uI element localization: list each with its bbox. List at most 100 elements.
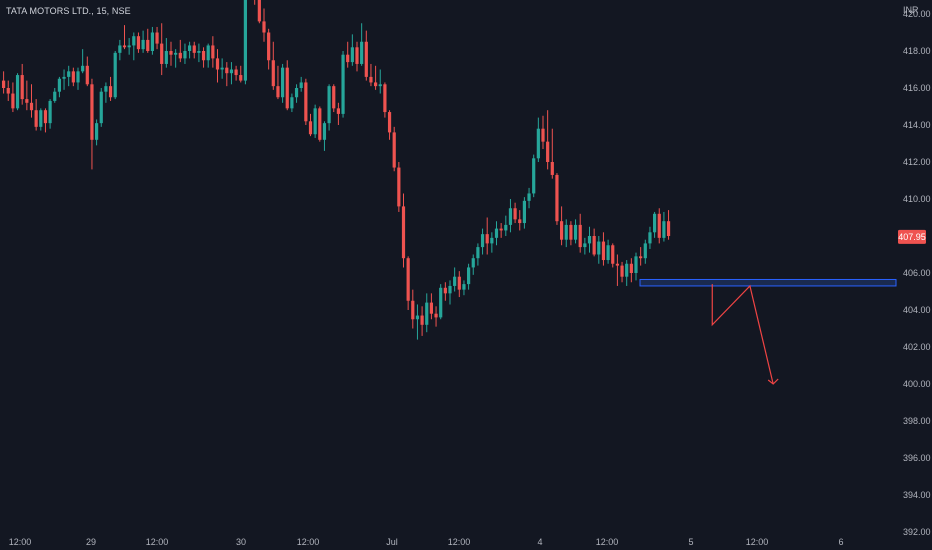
candle bbox=[387, 110, 392, 140]
candle-body bbox=[643, 243, 647, 259]
candle bbox=[57, 76, 61, 98]
candle bbox=[592, 228, 596, 257]
candle-body bbox=[453, 276, 457, 286]
candle bbox=[550, 128, 554, 179]
candle bbox=[429, 293, 433, 320]
candle-body bbox=[592, 236, 596, 255]
candle bbox=[220, 58, 224, 79]
candle-body bbox=[118, 45, 122, 53]
candle-body bbox=[53, 91, 57, 101]
candle-body bbox=[155, 32, 159, 44]
candle-body bbox=[560, 221, 564, 240]
candle bbox=[527, 187, 531, 209]
price-tick-label: 398.00 bbox=[903, 416, 931, 426]
candle-body bbox=[425, 302, 429, 325]
candle bbox=[369, 63, 373, 87]
candle-body bbox=[648, 232, 652, 244]
candle bbox=[662, 211, 666, 242]
candle-body bbox=[499, 228, 503, 231]
candle bbox=[229, 62, 234, 85]
candle-body bbox=[471, 258, 475, 268]
candle-body bbox=[294, 88, 299, 98]
candle-body bbox=[629, 263, 633, 273]
candle bbox=[573, 219, 578, 244]
candle bbox=[254, 0, 256, 5]
candle-body bbox=[415, 315, 420, 320]
candle-body bbox=[188, 45, 192, 51]
symbol-title: TATA MOTORS LTD., 15, NSE bbox=[6, 6, 131, 16]
candle bbox=[508, 199, 513, 233]
price-tick-label: 394.00 bbox=[903, 490, 931, 500]
price-tick-label: 402.00 bbox=[903, 342, 931, 352]
price-tick-label: 410.00 bbox=[903, 194, 931, 204]
candle-body bbox=[271, 60, 275, 87]
candle bbox=[336, 102, 340, 125]
candle-body bbox=[141, 39, 145, 50]
candle-body bbox=[639, 256, 643, 259]
candle bbox=[48, 99, 52, 129]
candle bbox=[643, 239, 647, 264]
candle-body bbox=[281, 67, 285, 98]
candle bbox=[188, 41, 192, 59]
candle bbox=[146, 28, 150, 53]
candle bbox=[657, 208, 661, 244]
candle-body bbox=[15, 75, 20, 109]
candle bbox=[308, 113, 313, 137]
candle bbox=[262, 8, 266, 42]
candle-body bbox=[29, 102, 34, 111]
candle bbox=[597, 236, 601, 264]
candle bbox=[127, 38, 131, 55]
candle-body bbox=[318, 108, 322, 140]
candle bbox=[443, 282, 447, 301]
candle bbox=[648, 226, 652, 249]
candle-body bbox=[569, 224, 573, 240]
candle-body bbox=[401, 206, 406, 259]
time-tick-label: 29 bbox=[86, 537, 96, 547]
candle-body bbox=[220, 67, 224, 70]
candle-body bbox=[615, 263, 619, 266]
candle-body bbox=[127, 45, 131, 48]
projection-layer bbox=[711, 284, 779, 385]
candle-body bbox=[360, 41, 364, 64]
candle bbox=[206, 43, 210, 68]
candle bbox=[160, 23, 164, 76]
candle bbox=[322, 121, 327, 151]
candle-body bbox=[34, 110, 38, 127]
candle bbox=[569, 221, 573, 246]
time-tick-label: 12:00 bbox=[746, 537, 769, 547]
candle-body bbox=[43, 110, 48, 124]
candle-body bbox=[108, 86, 113, 98]
candle bbox=[11, 82, 15, 113]
time-tick-label: 12:00 bbox=[146, 537, 169, 547]
candle-body bbox=[434, 313, 438, 318]
candle-body bbox=[578, 224, 582, 248]
candle bbox=[397, 162, 401, 212]
candle bbox=[611, 243, 615, 268]
candle-body bbox=[573, 224, 578, 240]
candle-body bbox=[243, 0, 247, 81]
projection-arrowhead bbox=[767, 378, 779, 385]
price-tick-label: 392.00 bbox=[903, 527, 931, 537]
candle bbox=[513, 202, 517, 224]
candle bbox=[136, 32, 141, 53]
candle-body bbox=[304, 82, 308, 122]
candle bbox=[132, 32, 136, 61]
candle bbox=[318, 106, 322, 142]
last-price-layer: 407.95 bbox=[898, 229, 926, 244]
time-axis[interactable]: 12:00 29 12:00 30 12:00 Jul 12:00 4 12:00 5 12:00 6 bbox=[9, 537, 844, 547]
candle bbox=[239, 65, 243, 83]
candle bbox=[39, 108, 43, 131]
price-tick-label: 396.00 bbox=[903, 453, 931, 463]
candle bbox=[197, 43, 201, 63]
candle-body bbox=[197, 51, 201, 53]
candle bbox=[364, 30, 368, 81]
candle bbox=[425, 293, 429, 333]
candle bbox=[299, 76, 303, 92]
candle bbox=[174, 49, 178, 68]
candle-body bbox=[239, 75, 243, 81]
candle bbox=[76, 67, 80, 90]
candle-body bbox=[67, 71, 71, 77]
